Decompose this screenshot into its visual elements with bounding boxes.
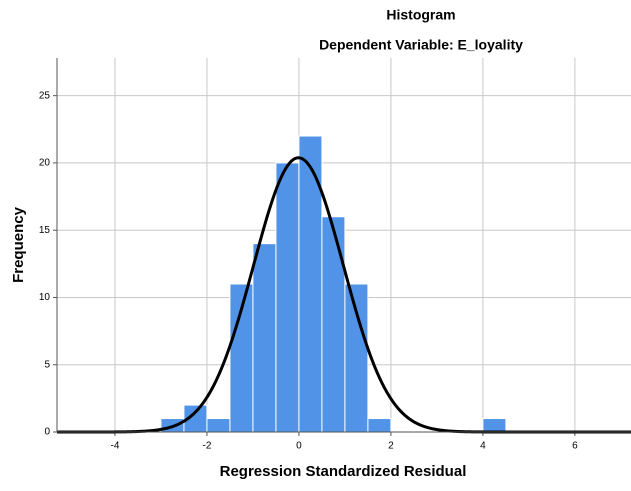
- chart-subtitle: Dependent Variable: E_loyality: [319, 37, 523, 53]
- y-tick-label: 0: [44, 427, 50, 438]
- y-axis-label: Frequency: [10, 206, 27, 283]
- x-tick-label: 4: [480, 441, 486, 452]
- bar: [367, 418, 392, 433]
- x-axis-label: Regression Standardized Residual: [220, 463, 467, 480]
- y-tick-label: 20: [39, 158, 51, 169]
- y-tick-label: 10: [39, 292, 51, 303]
- bar: [344, 283, 369, 433]
- chart-title: Histogram: [386, 7, 455, 23]
- x-tick-label: -2: [202, 441, 211, 452]
- bar: [321, 216, 346, 433]
- bar: [206, 418, 231, 433]
- x-tick-label: -4: [110, 441, 119, 452]
- y-tick-label: 5: [44, 359, 50, 370]
- y-tick-label: 25: [39, 90, 51, 101]
- x-tick-label: 0: [296, 441, 302, 452]
- x-tick-label: 6: [572, 441, 578, 452]
- x-tick-label: 2: [388, 441, 394, 452]
- bar: [275, 162, 300, 433]
- bar: [482, 418, 507, 433]
- bar: [252, 243, 277, 433]
- y-tick-label: 15: [39, 225, 51, 236]
